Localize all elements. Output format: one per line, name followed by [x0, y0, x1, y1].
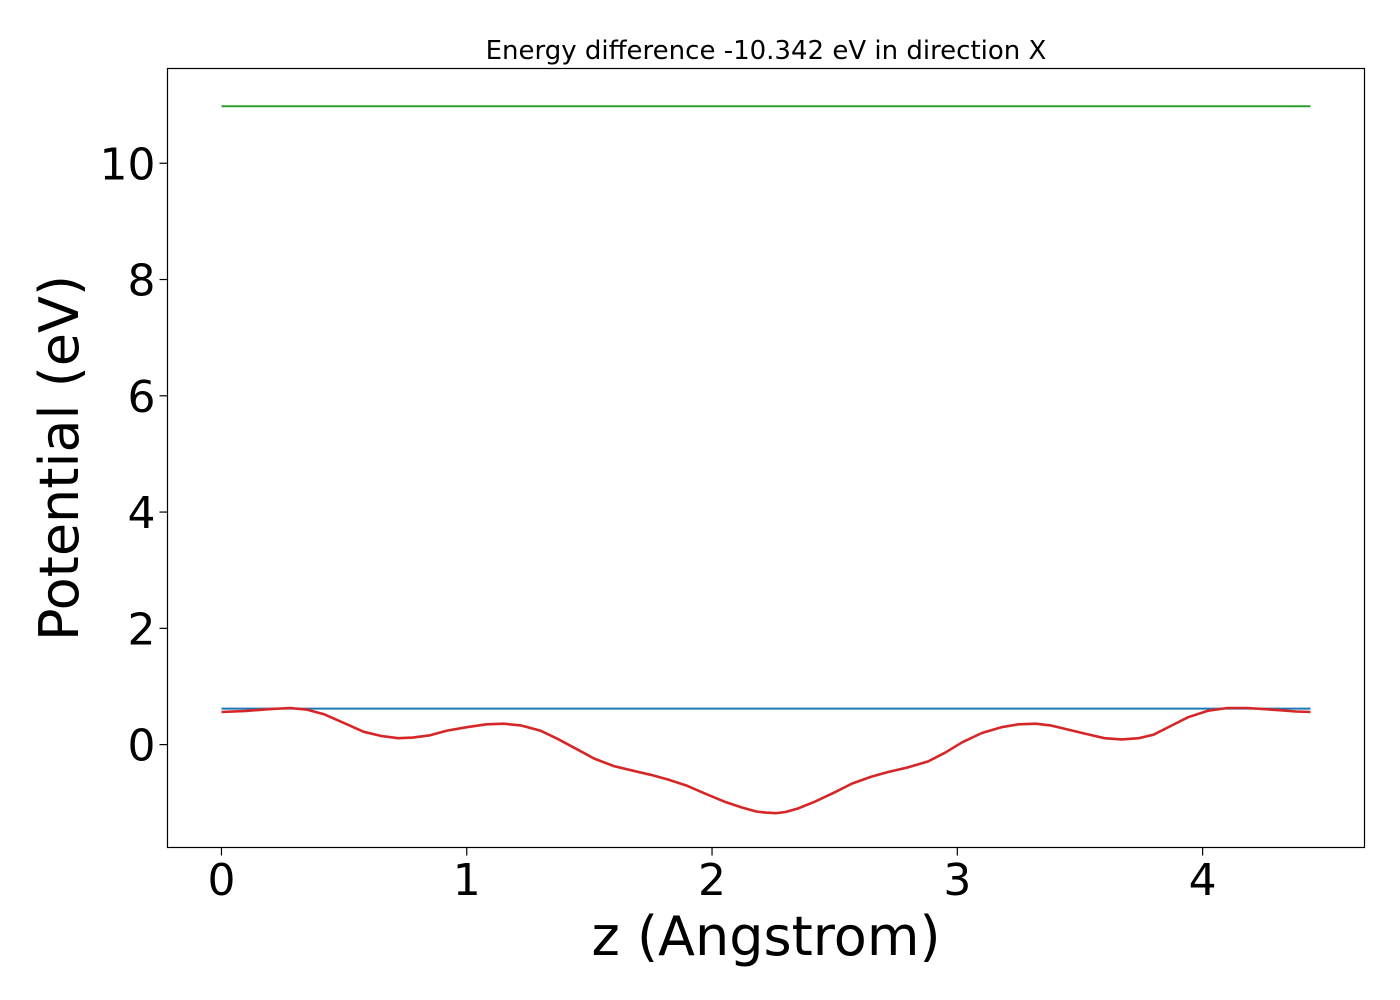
y-tick-label: 10: [100, 139, 156, 190]
x-tick-label: 1: [453, 855, 481, 906]
plot-frame: [166, 67, 1366, 849]
y-tick-label: 0: [128, 721, 156, 772]
x-axis-label: z (Angstrom): [591, 905, 940, 968]
x-tick-label: 2: [698, 855, 726, 906]
y-tick-label: 8: [128, 256, 156, 307]
y-tick-label: 4: [128, 488, 156, 539]
y-tick-label: 2: [128, 604, 156, 655]
chart-title: Energy difference -10.342 eV in directio…: [486, 36, 1047, 66]
series-layer: [221, 105, 1311, 815]
y-axis-label: Potential (eV): [28, 275, 91, 641]
y-tick-label: 6: [128, 372, 156, 423]
x-tick-label: 0: [207, 855, 235, 906]
series-line-3: [221, 706, 1311, 815]
x-tick-label: 3: [943, 855, 971, 906]
y-axis-ticks: 0 2 4 6 8 10: [100, 139, 168, 772]
x-axis-ticks: 0 1 2 3 4: [207, 847, 1217, 906]
x-tick-label: 4: [1189, 855, 1217, 906]
